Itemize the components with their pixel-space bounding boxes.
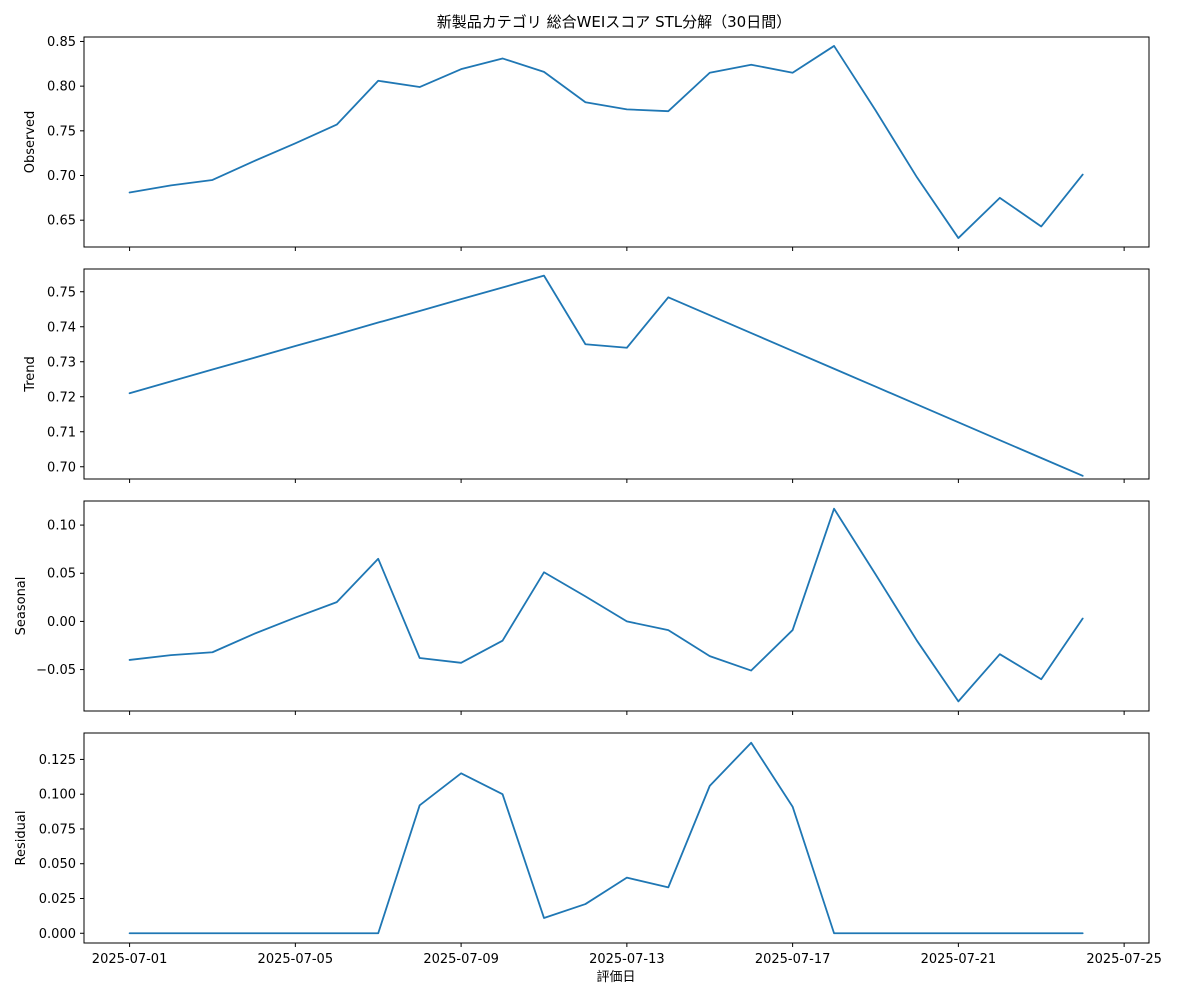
y-axis-label: Residual bbox=[14, 811, 29, 866]
series-line-trend bbox=[128, 274, 1084, 477]
panel-frame bbox=[83, 732, 1150, 944]
y-tick-label: 0.75 bbox=[47, 124, 76, 139]
y-tick-label: 0.10 bbox=[47, 519, 76, 534]
y-tick-label: 0.71 bbox=[47, 425, 76, 440]
chart-panels: 0.65 0.70 0.75 0.80 0.85 Observed 0.70 0.71 0.72… bbox=[14, 35, 1162, 967]
x-tick-label: 2025-07-05 bbox=[258, 952, 334, 967]
y-tick-label: 0.075 bbox=[39, 822, 76, 837]
y-tick-label: 0.100 bbox=[39, 788, 76, 803]
y-axis-label: Observed bbox=[23, 111, 38, 174]
y-tick-label: 0.70 bbox=[47, 460, 76, 475]
y-tick-label: 0.73 bbox=[47, 355, 76, 370]
x-tick-label: 2025-07-13 bbox=[589, 952, 665, 967]
x-tick-label: 2025-07-17 bbox=[755, 952, 831, 967]
panel-frame bbox=[83, 268, 1150, 480]
y-tick-label: 0.000 bbox=[39, 927, 76, 942]
y-axis-label: Trend bbox=[23, 356, 38, 393]
panel-observed: 0.65 0.70 0.75 0.80 0.85 Observed bbox=[23, 35, 1150, 251]
y-tick-label: −0.05 bbox=[36, 663, 76, 678]
y-tick-label: 0.125 bbox=[39, 753, 76, 768]
series-line-seasonal bbox=[128, 507, 1084, 703]
x-tick-label: 2025-07-25 bbox=[1086, 952, 1162, 967]
y-tick-label: 0.65 bbox=[47, 214, 76, 229]
x-tick-label: 2025-07-01 bbox=[92, 952, 168, 967]
panel-seasonal: −0.05 0.00 0.05 0.10 Seasonal bbox=[14, 500, 1150, 715]
y-tick-label: 0.75 bbox=[47, 285, 76, 300]
series-line-residual bbox=[128, 741, 1084, 935]
x-tick-label: 2025-07-21 bbox=[921, 952, 997, 967]
panel-frame bbox=[83, 36, 1150, 248]
series-line-observed bbox=[128, 45, 1084, 239]
y-tick-label: 0.80 bbox=[47, 80, 76, 95]
y-tick-label: 0.00 bbox=[47, 615, 76, 630]
y-tick-label: 0.72 bbox=[47, 390, 76, 405]
y-tick-label: 0.70 bbox=[47, 169, 76, 184]
chart-title: 新製品カテゴリ 総合WEIスコア STL分解（30日間） bbox=[437, 13, 791, 31]
panel-trend: 0.70 0.71 0.72 0.73 0.74 0.75 Trend bbox=[23, 268, 1150, 483]
x-axis-label: 評価日 bbox=[596, 970, 635, 985]
y-tick-label: 0.050 bbox=[39, 857, 76, 872]
y-tick-label: 0.05 bbox=[47, 567, 76, 582]
y-tick-label: 0.74 bbox=[47, 320, 76, 335]
y-axis-label: Seasonal bbox=[14, 577, 29, 636]
panel-residual: 0.000 0.025 0.050 0.075 0.100 0.125 Residual bbox=[14, 732, 1150, 947]
x-tick-label: 2025-07-09 bbox=[423, 952, 499, 967]
y-tick-label: 0.025 bbox=[39, 892, 76, 907]
panel-frame bbox=[83, 500, 1150, 712]
y-tick-label: 0.85 bbox=[47, 35, 76, 50]
